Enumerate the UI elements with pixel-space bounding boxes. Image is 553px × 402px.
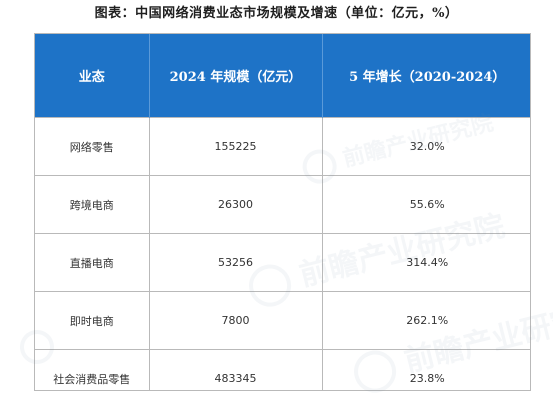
cell-category: 即时电商	[35, 291, 150, 350]
table-row: 即时电商 7800 262.1%	[35, 291, 530, 350]
table-row: 直播电商 53256 314.4%	[35, 233, 530, 292]
cell-scale: 483345	[149, 349, 323, 390]
header-category: 业态	[35, 34, 150, 118]
cell-scale: 53256	[149, 233, 323, 292]
market-table-container: 业态 2024 年规模（亿元） 5 年增长（2020-2024） 网络零售 15…	[34, 33, 531, 391]
cell-growth: 314.4%	[322, 233, 530, 292]
cell-category: 直播电商	[35, 233, 150, 292]
cell-scale: 7800	[149, 291, 323, 350]
table-row: 网络零售 155225 32.0%	[35, 117, 530, 176]
header-growth: 5 年增长（2020-2024）	[322, 34, 530, 118]
cell-growth: 262.1%	[322, 291, 530, 350]
header-scale: 2024 年规模（亿元）	[149, 34, 323, 118]
cell-scale: 26300	[149, 175, 323, 234]
cell-category: 网络零售	[35, 117, 150, 176]
cell-growth: 32.0%	[322, 117, 530, 176]
table-row: 跨境电商 26300 55.6%	[35, 175, 530, 234]
cell-category: 跨境电商	[35, 175, 150, 234]
cell-scale: 155225	[149, 117, 323, 176]
cell-growth: 55.6%	[322, 175, 530, 234]
cell-category: 社会消费品零售	[35, 349, 150, 390]
cell-growth: 23.8%	[322, 349, 530, 390]
table-header-row: 业态 2024 年规模（亿元） 5 年增长（2020-2024）	[35, 34, 530, 118]
market-table: 业态 2024 年规模（亿元） 5 年增长（2020-2024） 网络零售 15…	[35, 34, 530, 390]
page-title: 图表：中国网络消费业态市场规模及增速（单位：亿元，%）	[94, 6, 459, 21]
table-row: 社会消费品零售 483345 23.8%	[35, 349, 530, 390]
